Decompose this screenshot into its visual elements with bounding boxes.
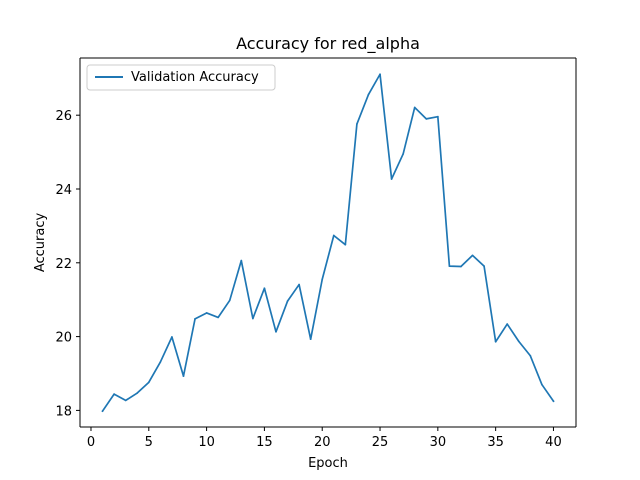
- data-point-epoch-35: [494, 340, 497, 343]
- data-point-epoch-8: [182, 375, 185, 377]
- data-point-epoch-22: [344, 243, 347, 246]
- legend-box: [86, 64, 276, 91]
- data-point-epoch-37: [517, 340, 520, 343]
- y-tick-label: 18: [55, 404, 72, 419]
- data-point-epoch-33: [471, 254, 474, 257]
- plot-frame: [80, 58, 576, 427]
- x-tick-label: 20: [314, 435, 331, 450]
- data-point-epoch-39: [541, 383, 543, 386]
- data-point-epoch-38: [529, 354, 532, 357]
- data-point-epoch-9: [194, 318, 196, 320]
- plot-area: 0 5 10 15 20 25 30 35 40 18 20 22 24 26: [55, 57, 577, 450]
- data-point-epoch-28: [413, 106, 416, 109]
- data-point-epoch-27: [402, 153, 404, 155]
- series-layer: [101, 73, 555, 413]
- data-point-epoch-20: [321, 278, 324, 281]
- chart-title: Accuracy for red_alpha: [236, 34, 420, 54]
- y-tick-label: 22: [55, 257, 72, 272]
- data-point-epoch-34: [483, 265, 485, 267]
- data-point-epoch-12: [228, 299, 231, 302]
- data-point-epoch-4: [136, 392, 139, 394]
- data-point-epoch-36: [506, 323, 509, 325]
- y-tick-label: 20: [55, 331, 72, 346]
- data-point-epoch-1: [101, 410, 104, 412]
- x-tick-label: 10: [198, 435, 215, 450]
- data-point-epoch-40: [552, 400, 555, 403]
- data-point-epoch-3: [124, 399, 127, 402]
- data-point-epoch-30: [436, 115, 439, 118]
- x-tick-label: 15: [256, 435, 273, 450]
- data-point-epoch-32: [460, 265, 462, 268]
- y-tick-label: 26: [55, 109, 72, 124]
- data-point-epoch-15: [263, 287, 266, 290]
- data-point-epoch-13: [240, 259, 243, 262]
- data-point-epoch-17: [286, 300, 289, 303]
- x-tick-label: 40: [545, 435, 562, 450]
- data-point-epoch-5: [147, 381, 150, 384]
- y-axis-label: Accuracy: [33, 213, 48, 273]
- data-point-epoch-26: [390, 178, 393, 180]
- x-axis-ticks: 0 5 10 15 20 25 30 35 40: [87, 427, 562, 450]
- data-point-epoch-14: [252, 317, 254, 320]
- data-point-epoch-2: [113, 393, 115, 396]
- legend: Validation Accuracy: [86, 64, 276, 91]
- data-point-epoch-19: [309, 338, 312, 341]
- data-point-epoch-11: [217, 316, 220, 319]
- data-point-epoch-31: [448, 265, 451, 267]
- data-point-epoch-10: [205, 312, 208, 314]
- x-tick-label: 25: [372, 435, 389, 450]
- data-point-epoch-23: [356, 123, 358, 125]
- data-point-epoch-25: [379, 73, 381, 76]
- data-point-epoch-29: [425, 118, 428, 120]
- data-point-epoch-18: [298, 283, 300, 286]
- legend-label-validation-accuracy: Validation Accuracy: [131, 70, 259, 85]
- x-tick-label: 5: [145, 435, 153, 450]
- data-point-epoch-21: [332, 234, 335, 237]
- axes-frame: [79, 57, 577, 428]
- y-axis-ticks: 18 20 22 24 26: [55, 109, 80, 419]
- y-tick-label: 24: [55, 183, 72, 198]
- series-line-validation-accuracy: [101, 73, 555, 413]
- x-tick-label: 30: [430, 435, 447, 450]
- x-tick-label: 0: [87, 435, 95, 450]
- x-axis-label: Epoch: [308, 456, 348, 471]
- data-point-epoch-6: [159, 361, 162, 363]
- data-point-epoch-24: [367, 93, 370, 96]
- data-point-epoch-7: [171, 336, 173, 338]
- x-tick-label: 35: [487, 435, 504, 450]
- data-point-epoch-16: [275, 330, 277, 333]
